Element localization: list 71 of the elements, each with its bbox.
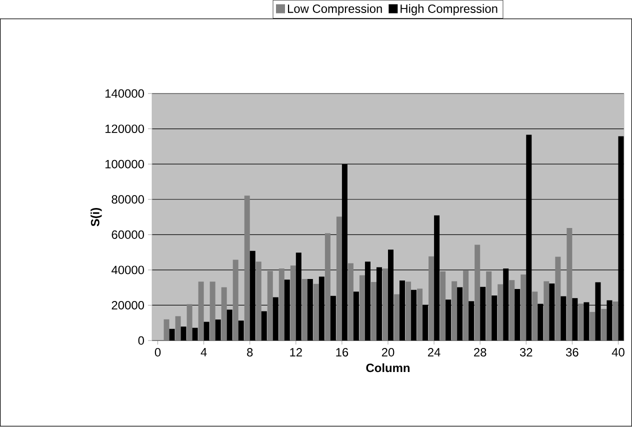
bar bbox=[204, 322, 210, 341]
x-tick-label: 32 bbox=[520, 348, 532, 357]
bar bbox=[348, 263, 354, 341]
y-tick-label: 100000 bbox=[105, 160, 144, 169]
bar bbox=[417, 288, 423, 341]
bar bbox=[221, 287, 227, 341]
bar bbox=[267, 271, 273, 341]
bar bbox=[555, 256, 561, 341]
bar bbox=[382, 268, 388, 341]
y-axis-title: S(i) bbox=[90, 208, 102, 227]
legend-label: High Compression bbox=[400, 4, 498, 16]
x-tick-label: 40 bbox=[612, 348, 624, 357]
x-tick-label: 36 bbox=[566, 348, 578, 357]
bar bbox=[169, 329, 175, 341]
bar bbox=[370, 282, 376, 341]
bar bbox=[226, 310, 232, 341]
bar bbox=[186, 304, 192, 341]
bar bbox=[566, 228, 572, 341]
bar bbox=[336, 216, 342, 341]
bar bbox=[210, 282, 216, 341]
bar bbox=[590, 312, 596, 341]
bar bbox=[440, 272, 446, 341]
bar bbox=[532, 292, 538, 341]
bar bbox=[452, 281, 458, 341]
bar bbox=[359, 275, 365, 341]
bar bbox=[520, 274, 526, 341]
x-tick-label: 8 bbox=[247, 348, 253, 357]
bar bbox=[198, 282, 204, 341]
bar bbox=[486, 272, 492, 341]
bar bbox=[509, 280, 515, 341]
bar bbox=[278, 268, 284, 341]
bar bbox=[244, 196, 250, 341]
y-tick-label: 140000 bbox=[105, 90, 144, 98]
bar bbox=[463, 270, 469, 341]
y-tick-label: 0 bbox=[138, 336, 144, 345]
x-tick-label: 4 bbox=[200, 348, 207, 356]
x-tick-label: 28 bbox=[474, 348, 486, 357]
bar bbox=[238, 320, 244, 341]
y-tick-label: 20000 bbox=[112, 301, 144, 310]
bar bbox=[180, 326, 186, 341]
x-tick-label: 16 bbox=[336, 348, 348, 357]
y-tick-label: 60000 bbox=[112, 230, 144, 240]
bar bbox=[406, 282, 412, 341]
bar bbox=[215, 320, 221, 341]
bar bbox=[313, 284, 319, 341]
bar bbox=[601, 309, 607, 341]
bar bbox=[302, 279, 308, 341]
bar bbox=[498, 284, 504, 341]
y-tick-label: 40000 bbox=[112, 266, 144, 274]
bar bbox=[544, 281, 550, 341]
bar bbox=[324, 233, 330, 341]
bar bbox=[290, 266, 296, 341]
bar bbox=[578, 304, 584, 341]
x-tick-label: 0 bbox=[154, 348, 161, 357]
bar bbox=[261, 311, 267, 341]
bar bbox=[428, 256, 434, 341]
x-tick-label: 12 bbox=[290, 348, 302, 357]
y-tick-label: 80000 bbox=[112, 195, 144, 204]
bar bbox=[394, 294, 400, 341]
bar bbox=[175, 316, 181, 341]
x-tick-label: 20 bbox=[382, 348, 394, 357]
bar bbox=[232, 260, 238, 341]
bar bbox=[612, 302, 618, 341]
bar bbox=[164, 320, 170, 341]
bar bbox=[192, 328, 198, 341]
y-tick-label: 120000 bbox=[105, 124, 144, 134]
legend-label: Low Compression bbox=[288, 4, 382, 16]
x-tick-label: 24 bbox=[428, 348, 440, 357]
bar bbox=[474, 244, 480, 341]
bar bbox=[256, 262, 262, 341]
x-axis-title: Column bbox=[366, 364, 410, 372]
